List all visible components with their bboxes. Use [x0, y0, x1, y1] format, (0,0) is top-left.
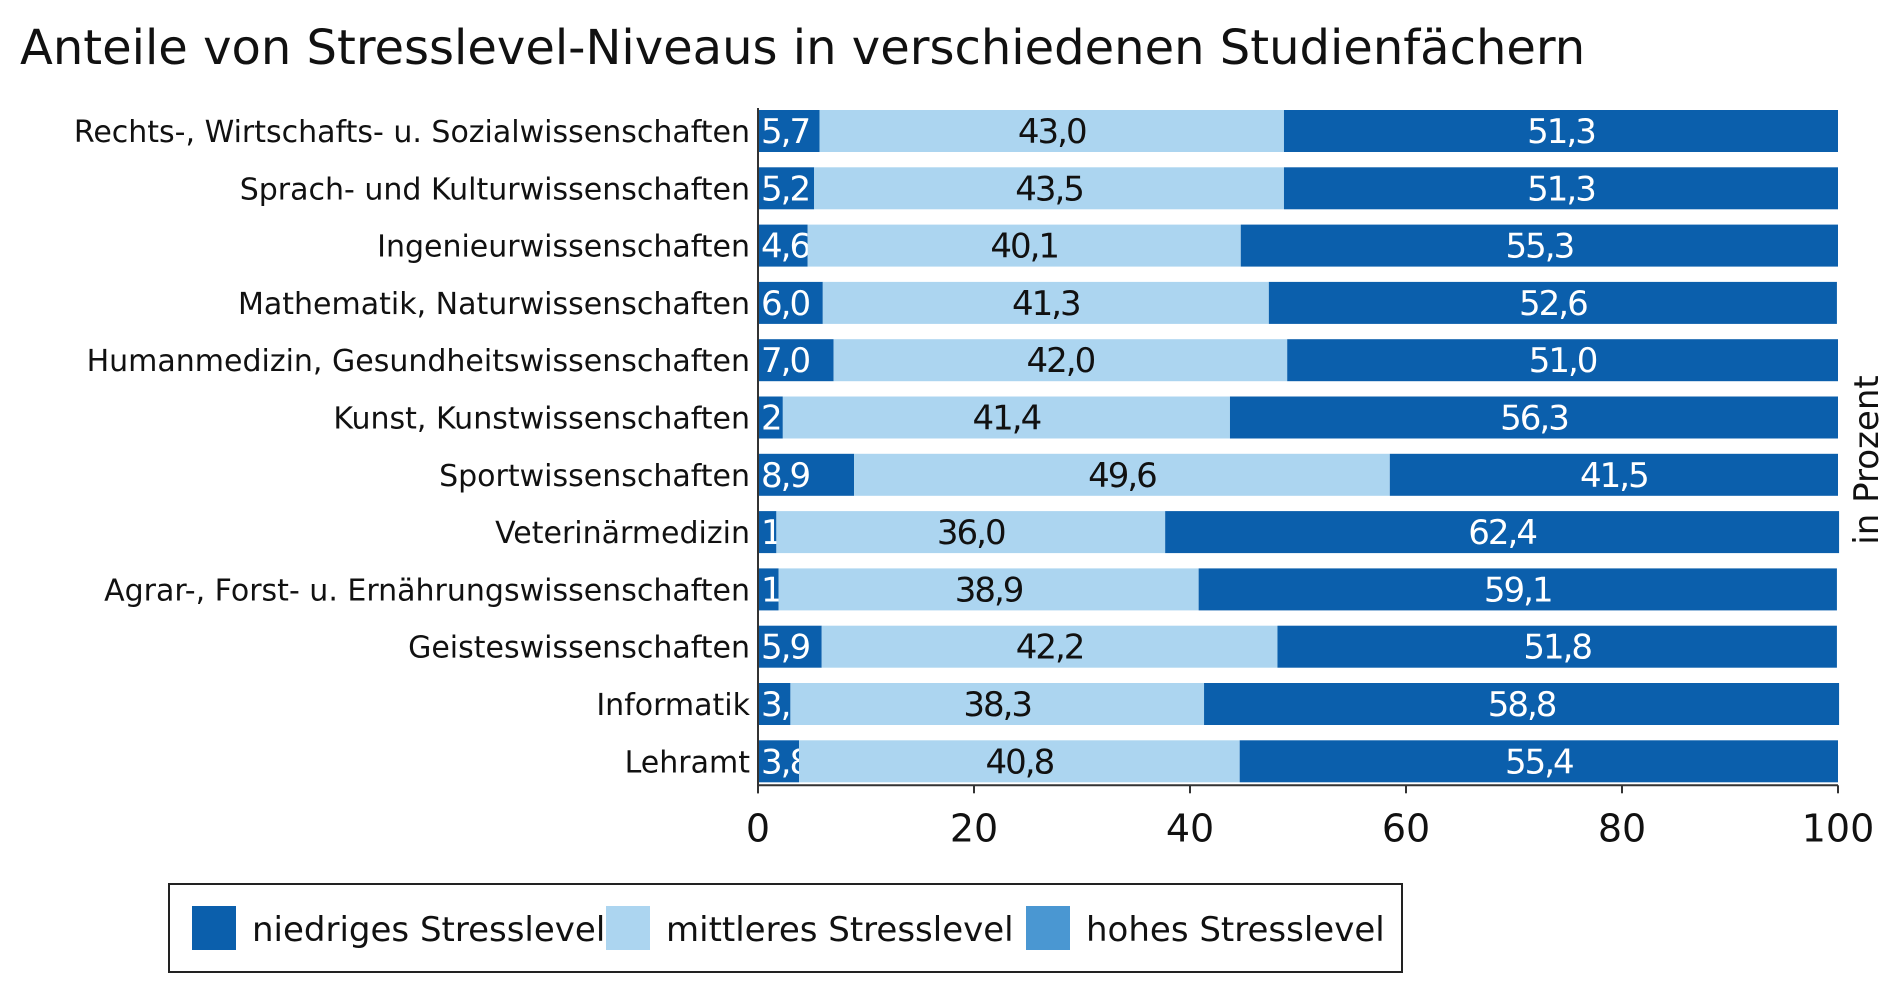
bar-segment [758, 740, 800, 783]
data-label: 8,9 [761, 456, 809, 496]
bar-segment [778, 568, 1199, 611]
data-label: 4,6 [761, 227, 809, 267]
data-label: 51,3 [1527, 112, 1595, 152]
x-axis: 0 20 40 60 80 100 [746, 108, 1874, 850]
bar-segment [758, 396, 783, 439]
legend: niedriges Stresslevel mittleres Stresslev… [168, 883, 1403, 973]
data-label: 5,2 [761, 169, 809, 209]
bar-segment [822, 281, 1269, 324]
bar-segment [758, 511, 777, 554]
tick-label: 40 [1166, 806, 1214, 850]
category-label: Ingenieurwissenschaften [377, 230, 750, 265]
data-label: 55,3 [1506, 227, 1574, 267]
data-label: 55,4 [1505, 742, 1573, 782]
category-label: Sportwissenschaften [439, 459, 750, 494]
legend-entry: mittleres Stresslevel [666, 910, 1014, 950]
bar-segment [1198, 568, 1837, 611]
category-label: Kunst, Kunstwissenschaften [333, 402, 750, 437]
legend-frame [168, 883, 1403, 973]
data-label: 51,3 [1527, 169, 1595, 209]
data-label: 43,0 [1018, 112, 1086, 152]
bar-segment [758, 167, 815, 210]
data-label: 40,8 [986, 742, 1054, 782]
legend-swatch [1026, 906, 1070, 950]
tick-label: 20 [950, 806, 998, 850]
bar-segment [1229, 396, 1838, 439]
bar-segment [758, 110, 820, 152]
category-label: Mathematik, Naturwissenschaften [238, 287, 750, 322]
bar-segment [758, 339, 834, 382]
bar-segment [758, 568, 779, 611]
legend-swatch [192, 906, 236, 950]
data-label: 38,9 [955, 570, 1023, 610]
category-label: Agrar-, Forst- u. Ernährungswissenschaft… [104, 573, 750, 608]
category-label: Informatik [596, 688, 750, 723]
bar-segment [758, 453, 855, 496]
category-labels: Rechts-, Wirtschafts- u. Sozialwissensch… [74, 115, 751, 780]
data-label: 52,6 [1519, 284, 1587, 324]
data-label: 51,0 [1529, 341, 1597, 381]
tick-label: 100 [1802, 806, 1875, 850]
data-label: 51,8 [1523, 628, 1591, 668]
data-label: 43,5 [1015, 169, 1083, 209]
bar-segment [1240, 224, 1838, 267]
bar-segment [790, 683, 1205, 725]
data-label: 36,0 [937, 513, 1005, 553]
data-label: 7,0 [761, 341, 809, 381]
tick-label: 0 [746, 806, 770, 850]
category-label: Rechts-, Wirtschafts- u. Sozialwissensch… [74, 115, 750, 150]
bar-segment [854, 453, 1390, 496]
data-label: 5,9 [761, 628, 809, 668]
bar-segment [1283, 167, 1838, 210]
bar-segment [1239, 740, 1838, 783]
data-label: 59,1 [1484, 570, 1552, 610]
category-label: Humanmedizin, Gesundheitswissenschaften [87, 344, 750, 379]
bar-segment [758, 224, 808, 267]
bar-segment [758, 683, 791, 725]
data-label: 56,3 [1500, 399, 1568, 439]
tick-label: 60 [1382, 806, 1430, 850]
data-label: 49,6 [1088, 456, 1156, 496]
bar-segment [821, 625, 1278, 668]
bar-segment [1165, 511, 1840, 554]
data-label: 58,8 [1488, 685, 1556, 725]
bar-segment [1277, 625, 1837, 668]
bar-segment [1268, 281, 1837, 324]
bar-segment [799, 740, 1240, 783]
data-label: 62,4 [1468, 513, 1536, 553]
bar-segment [1283, 110, 1838, 152]
bar-segment [1204, 683, 1840, 725]
data-label: 38,3 [963, 685, 1031, 725]
data-label: 41,5 [1580, 456, 1648, 496]
data-label: 41,3 [1012, 284, 1080, 324]
legend-swatch [606, 906, 650, 950]
bar-segment [776, 511, 1166, 554]
bar-segment [814, 167, 1284, 210]
category-label: Sprach- und Kulturwissenschaften [240, 172, 750, 207]
category-label: Geisteswissenschaften [408, 631, 750, 666]
axis-title: in Prozent [1847, 375, 1887, 544]
data-label: 42,2 [1016, 628, 1084, 668]
category-label: Veterinärmedizin [495, 516, 750, 551]
data-label: 42,0 [1027, 341, 1095, 381]
bar-segment [833, 339, 1288, 382]
bar-segment [1287, 339, 1838, 382]
bar-segment [819, 110, 1284, 152]
data-label: 40,1 [990, 227, 1058, 267]
bar-segment [807, 224, 1241, 267]
legend-entry: niedriges Stresslevel [252, 910, 605, 950]
tick-label: 80 [1598, 806, 1646, 850]
chart-title: Anteile von Stresslevel-Niveaus in versc… [20, 20, 1585, 76]
bars-layer: 5,7 43,0 51,3 5,2 43,5 51,3 4,6 40,1 55,3 6,0 41,3… [758, 110, 1840, 783]
data-label: 5,7 [761, 112, 809, 152]
bar-segment [782, 396, 1230, 439]
data-label: 41,4 [973, 399, 1041, 439]
category-label: Lehramt [625, 745, 751, 780]
legend-entry: hohes Stresslevel [1086, 910, 1385, 950]
data-label: 6,0 [761, 284, 809, 324]
bar-segment [758, 625, 822, 668]
bar-segment [758, 281, 823, 324]
bar-segment [1389, 453, 1838, 496]
